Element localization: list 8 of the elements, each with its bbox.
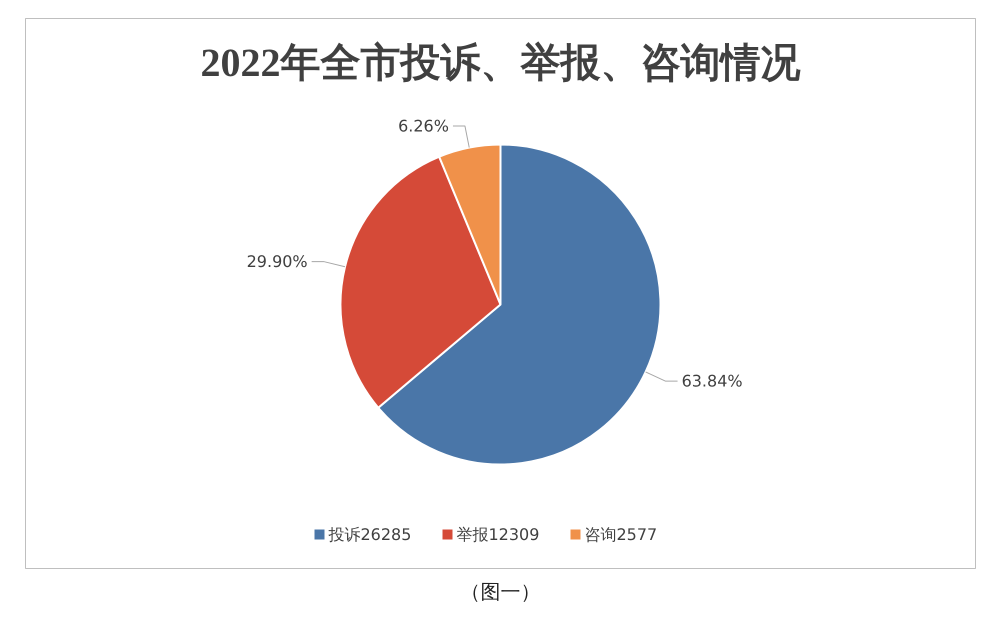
- legend-label: 投诉26285: [328, 525, 412, 544]
- text: （图一）: [460, 582, 540, 604]
- data-label: 63.84%: [682, 372, 743, 391]
- chart-title: 2022年全市投诉、举报、咨询情况: [200, 40, 800, 85]
- data-label: 6.26%: [398, 116, 449, 136]
- legend-label: 举报12309: [456, 525, 540, 544]
- data-label: 29.90%: [246, 252, 308, 272]
- legend-label: 咨询2577: [584, 525, 658, 544]
